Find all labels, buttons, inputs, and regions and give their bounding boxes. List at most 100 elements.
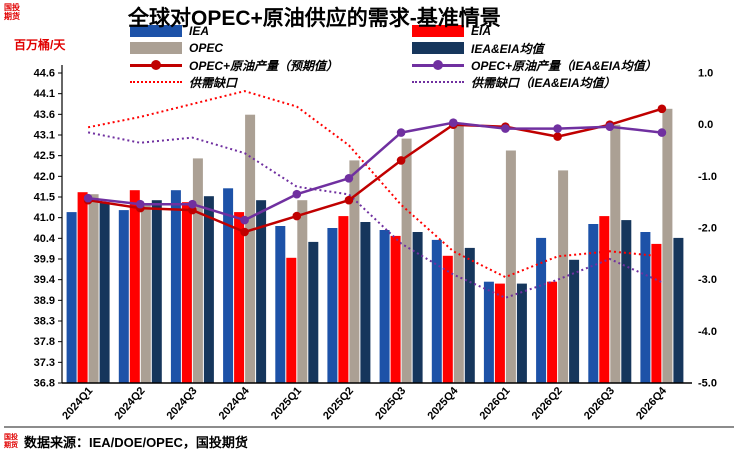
line-marker	[292, 211, 302, 221]
left-tick-label: 37.3	[34, 357, 55, 369]
line-marker	[657, 104, 667, 114]
x-tick-label: 2024Q2	[112, 385, 147, 422]
bar	[547, 281, 558, 383]
bar-series-EIA	[77, 190, 662, 383]
line-marker	[188, 199, 197, 209]
bar	[379, 230, 390, 383]
bar	[151, 200, 162, 383]
legend-item: IEA&EIA均值	[412, 41, 544, 56]
x-tick-label: 2025Q1	[269, 385, 304, 422]
watermark-line1: 国投	[4, 3, 20, 12]
bar	[390, 235, 401, 383]
right-tick-label: 1.0	[698, 68, 713, 80]
left-tick-label: 43.1	[34, 130, 55, 142]
bar	[66, 212, 77, 383]
x-tick-label: 2024Q1	[60, 385, 95, 422]
x-tick-label: 2025Q2	[321, 385, 356, 422]
bar	[662, 108, 673, 384]
left-tick-label: 43.6	[34, 109, 55, 121]
chart-title: 全球对OPEC+原油供应的需求-基准情景	[128, 7, 501, 30]
bar	[77, 192, 88, 383]
line-marker	[553, 132, 562, 141]
chart-canvas: 44.6 44.1 43.6 43.1 42.5 42.0 41.5 41.0 40.4 39.9…	[4, 65, 734, 428]
bar	[140, 204, 151, 383]
bar	[651, 243, 662, 383]
line-marker	[449, 118, 458, 127]
line-marker	[344, 174, 354, 183]
x-tick-label: 2025Q3	[373, 385, 408, 422]
bar	[256, 200, 267, 383]
bar	[610, 124, 621, 383]
right-tick-label: 0.0	[698, 119, 713, 131]
bar	[245, 114, 256, 383]
left-tick-label: 39.9	[34, 254, 55, 266]
x-tick-label: 2026Q3	[582, 385, 617, 422]
footer: 国投 期货 数据来源：IEA/DOE/OPEC，国投期货	[4, 432, 248, 451]
source-logo: 国投 期货	[4, 433, 18, 449]
bar	[129, 190, 140, 383]
bar	[673, 237, 684, 383]
bar	[599, 216, 610, 383]
bar	[401, 138, 412, 383]
bar	[308, 241, 319, 383]
left-tick-label: 44.1	[34, 88, 55, 100]
bar	[203, 196, 214, 383]
line-marker	[657, 128, 667, 137]
line-marker	[553, 124, 562, 133]
bar	[349, 160, 360, 383]
bar	[494, 283, 505, 383]
left-tick-label: 38.9	[34, 295, 55, 307]
legend-label: IEA&EIA均值	[471, 41, 544, 56]
bar	[118, 210, 129, 383]
data-source-text: 数据来源：IEA/DOE/OPEC，国投期货	[24, 435, 248, 450]
bar	[327, 228, 338, 383]
bar	[88, 194, 99, 383]
line-marker	[396, 156, 406, 165]
line-marker	[240, 215, 249, 225]
left-axis: 44.6 44.1 43.6 43.1 42.5 42.0 41.5 41.0 40.4 39.9…	[34, 65, 63, 390]
left-tick-label: 37.8	[34, 336, 55, 348]
left-tick-label: 44.6	[34, 68, 55, 80]
left-tick-label: 36.8	[34, 378, 55, 390]
left-tick-label: 40.4	[34, 233, 56, 245]
bar	[192, 158, 203, 383]
right-tick-label: -3.0	[698, 274, 717, 286]
right-tick-label: -1.0	[698, 171, 717, 183]
left-tick-label: 41.0	[34, 212, 55, 224]
bar	[536, 237, 547, 383]
bar	[640, 232, 651, 383]
line-series-OPEC+原油产量（IEA&EIA均值）	[83, 118, 667, 225]
legend-bar-swatch	[130, 42, 182, 54]
left-tick-label: 41.5	[34, 192, 55, 204]
left-tick-label: 42.0	[34, 171, 55, 183]
bar	[431, 239, 442, 383]
y-axis-unit-label: 百万桶/天	[14, 38, 66, 52]
line-marker	[344, 195, 354, 205]
line-marker	[396, 128, 406, 137]
bar	[338, 216, 349, 383]
left-tick-label: 38.3	[34, 316, 55, 328]
bar	[453, 122, 464, 383]
line-marker	[501, 124, 510, 133]
right-tick-label: -2.0	[698, 223, 717, 235]
right-tick-label: -5.0	[698, 378, 717, 390]
line-marker	[292, 189, 302, 199]
line-marker	[83, 193, 93, 203]
line-marker	[240, 227, 249, 237]
bar	[99, 202, 110, 383]
line-series-OPEC+原油产量（预期值）	[83, 104, 667, 237]
left-tick-label: 39.4	[34, 274, 56, 286]
x-tick-label: 2026Q2	[530, 385, 565, 422]
bar	[464, 247, 475, 383]
right-axis: 1.0 0.0 -1.0 -2.0 -3.0 -4.0 -5.0	[698, 68, 717, 390]
x-axis-labels: 2024Q1 2024Q2 2024Q3 2024Q4 2025Q1 2025Q2 2025…	[60, 384, 670, 422]
bar-series-IEA	[66, 188, 651, 383]
line-marker	[605, 122, 615, 131]
bar	[170, 190, 181, 383]
brand-watermark-logo: 国投 期货	[4, 3, 20, 21]
dotted-line-供需缺口（IEA&EIA均值）	[87, 131, 663, 299]
legend-item: OPEC	[130, 41, 223, 55]
bar	[621, 220, 632, 383]
x-tick-label: 2026Q1	[478, 385, 513, 422]
